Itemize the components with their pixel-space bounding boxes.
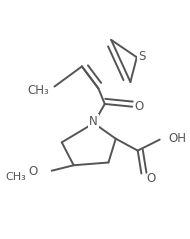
Text: O: O	[146, 173, 155, 185]
Text: OH: OH	[168, 132, 186, 145]
Text: O: O	[29, 165, 38, 178]
Text: O: O	[135, 100, 144, 113]
Text: S: S	[139, 50, 146, 63]
Text: N: N	[89, 115, 98, 128]
Text: CH₃: CH₃	[5, 172, 26, 182]
Text: CH₃: CH₃	[27, 84, 49, 97]
